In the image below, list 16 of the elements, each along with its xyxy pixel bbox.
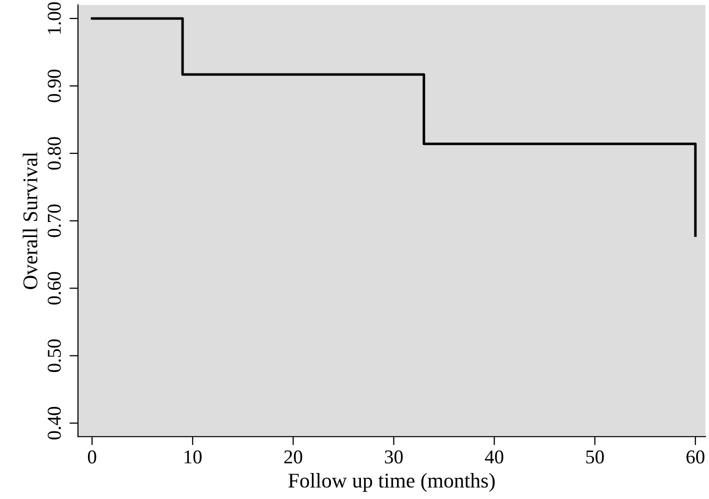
y-tick-label: 0.70: [48, 204, 61, 238]
x-tick-label: 60: [686, 450, 704, 464]
x-tick-label: 0: [88, 450, 96, 464]
y-tick-label: 0.50: [48, 339, 61, 372]
y-tick-label: 0.80: [48, 137, 61, 170]
y-tick-label: 0.60: [48, 272, 61, 305]
x-tick-label: 10: [184, 450, 202, 464]
x-tick-label: 40: [484, 450, 504, 464]
y-tick-label: 1.00: [48, 2, 61, 34]
x-tick-label: 50: [586, 450, 604, 464]
y-axis-title: Overall Survival: [22, 152, 38, 290]
y-tick-label: 0.40: [48, 406, 61, 440]
x-tick-label: 20: [284, 450, 302, 464]
y-tick-label: 0.90: [48, 70, 61, 102]
x-axis-title: Follow up time (months): [288, 473, 495, 492]
x-tick-label: 30: [384, 450, 403, 464]
